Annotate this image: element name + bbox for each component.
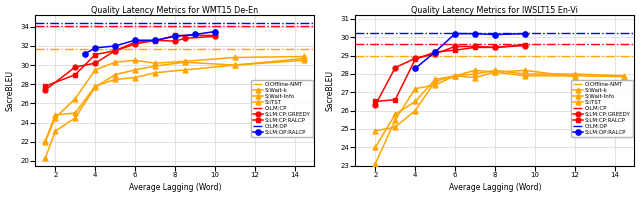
Legend: O:Offline-NMT, S:Wait-k, S:Wait-Info, S:ITST, O:LM:CP, S:LM:CP:GREEDY, S:LM:CP:R: O:Offline-NMT, S:Wait-k, S:Wait-Info, S:…	[252, 80, 313, 137]
Y-axis label: SacreBLEU: SacreBLEU	[326, 70, 335, 111]
Legend: O:Offline-NMT, S:Wait-k, S:Wait-Info, S:ITST, O:LM:CP, S:LM:CP:GREEDY, S:LM:CP:R: O:Offline-NMT, S:Wait-k, S:Wait-Info, S:…	[572, 80, 633, 137]
Y-axis label: SacreBLEU: SacreBLEU	[6, 70, 15, 111]
X-axis label: Average Lagging (Word): Average Lagging (Word)	[129, 183, 221, 192]
X-axis label: Average Lagging (Word): Average Lagging (Word)	[449, 183, 541, 192]
Title: Quality Latency Metrics for IWSLT15 En-Vi: Quality Latency Metrics for IWSLT15 En-V…	[412, 6, 579, 15]
Title: Quality Latency Metrics for WMT15 De-En: Quality Latency Metrics for WMT15 De-En	[92, 6, 259, 15]
